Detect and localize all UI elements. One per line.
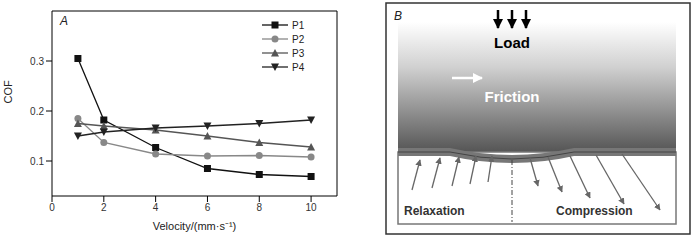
svg-text:0: 0 [49, 202, 55, 213]
svg-text:COF: COF [2, 80, 14, 104]
svg-text:Friction: Friction [485, 88, 540, 105]
svg-text:Compression: Compression [556, 204, 633, 218]
html-text:P1: P1 [292, 19, 305, 31]
svg-text:0.3: 0.3 [30, 56, 44, 67]
svg-text:4: 4 [153, 202, 159, 213]
svg-text:B: B [394, 9, 402, 23]
svg-text:2: 2 [101, 202, 107, 213]
svg-text:Relaxation: Relaxation [404, 204, 465, 218]
html-text:P2: P2 [292, 33, 305, 45]
svg-text:Load: Load [494, 34, 530, 51]
html-text:A: A [60, 14, 68, 28]
svg-text:Velocity/(mm·s⁻¹): Velocity/(mm·s⁻¹) [153, 220, 236, 232]
html-text:P4: P4 [292, 61, 305, 73]
svg-text:0.2: 0.2 [30, 106, 44, 117]
html-text:P3: P3 [292, 47, 305, 59]
svg-text:10: 10 [306, 202, 318, 213]
svg-text:0.1: 0.1 [30, 156, 44, 167]
svg-text:8: 8 [256, 202, 262, 213]
svg-text:6: 6 [205, 202, 211, 213]
